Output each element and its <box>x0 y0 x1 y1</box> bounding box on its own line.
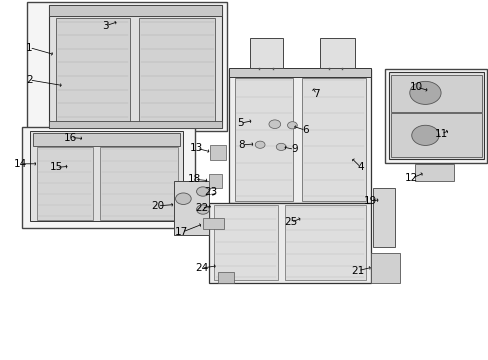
Bar <box>27 2 227 131</box>
Text: 4: 4 <box>357 162 364 172</box>
Text: 7: 7 <box>313 89 320 99</box>
Text: 8: 8 <box>238 140 245 150</box>
Polygon shape <box>100 147 178 220</box>
Circle shape <box>196 187 209 196</box>
Text: 16: 16 <box>64 132 78 143</box>
Text: 5: 5 <box>237 118 244 128</box>
Text: 19: 19 <box>363 196 377 206</box>
Polygon shape <box>414 164 453 181</box>
Text: 10: 10 <box>409 82 422 92</box>
Text: 21: 21 <box>350 266 364 276</box>
Polygon shape <box>320 38 354 68</box>
Circle shape <box>255 141 264 148</box>
Circle shape <box>268 120 280 129</box>
Polygon shape <box>139 18 215 122</box>
Text: 13: 13 <box>189 143 203 153</box>
Text: 12: 12 <box>404 173 418 183</box>
Text: 25: 25 <box>284 217 297 228</box>
Polygon shape <box>228 68 370 77</box>
Text: 1: 1 <box>26 42 33 53</box>
Polygon shape <box>390 113 481 157</box>
Polygon shape <box>49 121 222 128</box>
Text: 20: 20 <box>151 201 163 211</box>
Circle shape <box>409 81 440 104</box>
Polygon shape <box>234 78 293 201</box>
Polygon shape <box>37 147 93 220</box>
Polygon shape <box>284 205 365 280</box>
Text: 17: 17 <box>175 227 188 237</box>
Text: 24: 24 <box>194 263 208 273</box>
Text: 9: 9 <box>290 144 297 154</box>
Polygon shape <box>370 253 399 283</box>
Circle shape <box>175 193 191 204</box>
Polygon shape <box>372 188 394 247</box>
Text: 22: 22 <box>194 203 208 213</box>
Polygon shape <box>203 218 224 229</box>
Text: 18: 18 <box>187 174 201 184</box>
Polygon shape <box>33 133 180 146</box>
Polygon shape <box>390 75 481 112</box>
Polygon shape <box>228 69 370 203</box>
Polygon shape <box>173 181 209 235</box>
Text: 2: 2 <box>26 75 33 85</box>
Text: 15: 15 <box>49 162 63 172</box>
Text: 11: 11 <box>433 129 447 139</box>
Polygon shape <box>214 205 277 280</box>
Polygon shape <box>388 72 483 159</box>
Circle shape <box>196 205 209 214</box>
Polygon shape <box>49 5 222 16</box>
Polygon shape <box>56 18 129 122</box>
Circle shape <box>287 122 297 129</box>
Polygon shape <box>217 272 233 283</box>
Text: 23: 23 <box>204 186 218 197</box>
Text: 3: 3 <box>102 21 108 31</box>
Bar <box>385 69 486 163</box>
Text: 14: 14 <box>14 159 27 169</box>
Polygon shape <box>250 38 282 68</box>
Polygon shape <box>210 145 225 160</box>
Polygon shape <box>49 5 222 128</box>
Polygon shape <box>302 78 365 201</box>
Text: 6: 6 <box>302 125 308 135</box>
Circle shape <box>411 125 438 145</box>
Circle shape <box>276 143 285 150</box>
Polygon shape <box>30 131 183 221</box>
Bar <box>22 127 194 228</box>
Polygon shape <box>209 203 370 283</box>
Polygon shape <box>209 174 222 188</box>
